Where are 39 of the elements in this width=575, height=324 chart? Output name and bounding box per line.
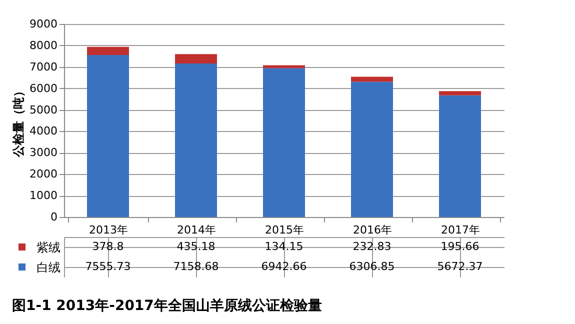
legend-label: 白绒 — [36, 260, 60, 274]
bar — [263, 65, 305, 68]
bar — [263, 68, 305, 217]
data-label: 5672.37 — [437, 260, 483, 273]
y-tick-label: 3000 — [30, 146, 58, 160]
y-tick-label: 1000 — [30, 189, 58, 202]
y-tick-label: 6000 — [30, 82, 58, 95]
data-label: 6306.85 — [349, 260, 395, 273]
x-tick-label: 2013年 — [89, 224, 128, 236]
bar — [439, 95, 481, 217]
y-tick-label: 7000 — [30, 60, 58, 74]
y-tick-label: 8000 — [30, 38, 58, 52]
legend-label: 紫绒 — [36, 240, 60, 254]
y-tick-label: 5000 — [30, 103, 58, 116]
bar — [175, 54, 217, 64]
bar — [87, 46, 129, 55]
data-label: 134.15 — [264, 240, 304, 253]
y-axis-title: 公检量（吨） — [12, 85, 26, 158]
data-label: 435.18 — [176, 240, 216, 253]
bar — [351, 76, 393, 82]
bar — [351, 82, 393, 217]
data-label: 7158.68 — [173, 260, 219, 273]
bar — [175, 63, 217, 217]
bar — [439, 91, 481, 96]
y-tick-label: 9000 — [30, 18, 58, 30]
data-label: 195.66 — [440, 240, 480, 253]
x-tick-label: 2017年 — [441, 224, 480, 236]
text: 图1-1 2013年-2017年全国山羊原绒公证检验量 — [12, 298, 322, 314]
y-tick-label: 4000 — [30, 124, 58, 138]
x-tick-label: 2015年 — [265, 224, 304, 236]
x-tick-label: 2016年 — [353, 224, 392, 236]
data-label: 378.8 — [92, 240, 124, 253]
x-tick-label: 2014年 — [177, 224, 216, 236]
bar — [87, 54, 129, 217]
y-tick-label: 2000 — [30, 168, 58, 181]
data-label: 7555.73 — [85, 260, 131, 273]
data-label: 6942.66 — [261, 260, 307, 273]
data-label: 232.83 — [352, 240, 392, 253]
y-tick-label: 0 — [50, 210, 58, 224]
